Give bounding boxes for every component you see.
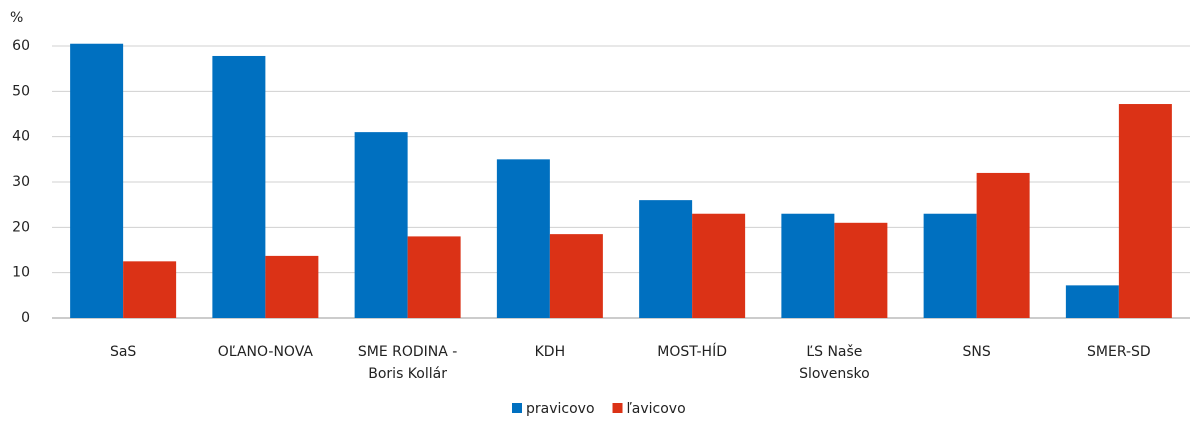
y-tick-label: 60 bbox=[12, 38, 30, 54]
y-axis-label: % bbox=[10, 10, 23, 26]
x-tick-label: SNS bbox=[963, 344, 991, 360]
y-tick-label: 50 bbox=[12, 83, 30, 99]
bar bbox=[692, 213, 746, 318]
bar bbox=[70, 43, 124, 318]
bar bbox=[354, 132, 408, 318]
bar bbox=[976, 172, 1030, 318]
bar bbox=[407, 236, 461, 318]
legend-swatch bbox=[612, 403, 623, 413]
y-tick-label: 10 bbox=[12, 265, 30, 281]
bar bbox=[212, 55, 266, 319]
x-tick-label: ĽS Naše Slovensko bbox=[799, 344, 870, 382]
y-tick-label: 30 bbox=[12, 174, 30, 190]
x-tick-label: SMER-SD bbox=[1087, 344, 1151, 360]
legend-label: ľavicovo bbox=[627, 401, 686, 417]
bar bbox=[549, 234, 603, 318]
bar bbox=[123, 261, 177, 318]
bar bbox=[781, 213, 835, 318]
bar bbox=[1065, 285, 1119, 318]
bar bbox=[834, 222, 888, 318]
x-tick-label: KDH bbox=[535, 344, 566, 360]
bar bbox=[265, 255, 319, 318]
y-tick-label: 20 bbox=[12, 219, 30, 235]
bar bbox=[639, 200, 693, 318]
legend-label: pravicovo bbox=[526, 401, 595, 417]
y-tick-label: 40 bbox=[12, 129, 30, 145]
bar bbox=[923, 213, 977, 318]
y-tick-label: 0 bbox=[21, 310, 30, 326]
bar bbox=[1118, 104, 1172, 318]
bar bbox=[496, 159, 550, 318]
legend-swatch bbox=[512, 403, 522, 413]
x-tick-label: OĽANO-NOVA bbox=[218, 344, 314, 360]
x-tick-label: MOST-HÍD bbox=[657, 343, 727, 360]
x-tick-label: SaS bbox=[110, 344, 136, 360]
x-tick-label: SME RODINA -Boris Kollár bbox=[358, 344, 457, 382]
